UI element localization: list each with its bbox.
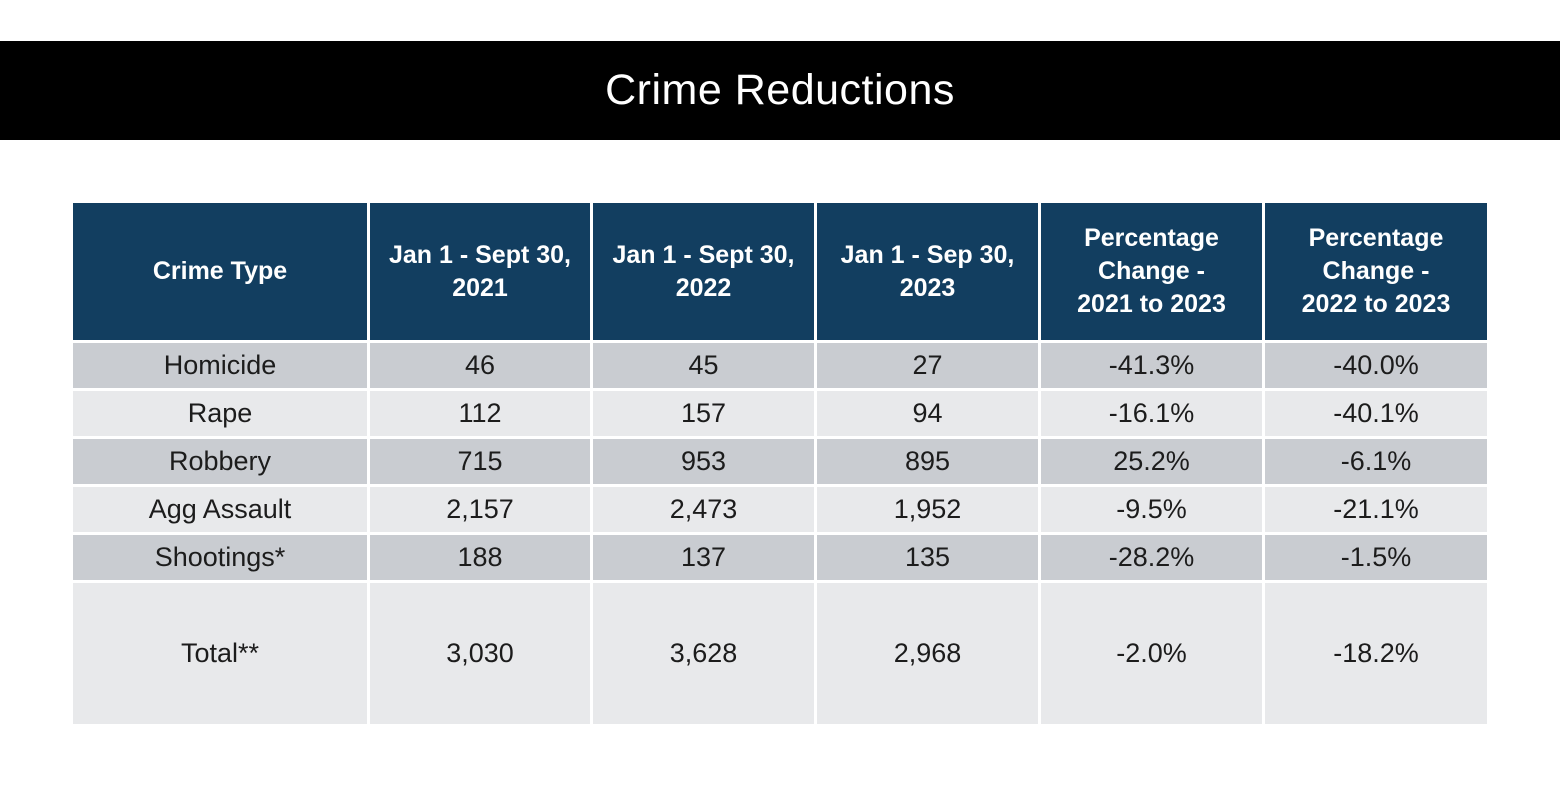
value-cell-2021: 715 <box>370 439 590 484</box>
column-header-pct-2021-2023: Percentage Change - 2021 to 2023 <box>1041 203 1262 340</box>
value-cell-2021: 46 <box>370 343 590 388</box>
value-cell-2023: 2,968 <box>817 583 1038 724</box>
value-cell-2023: 27 <box>817 343 1038 388</box>
value-cell-pct-2021-2023: -28.2% <box>1041 535 1262 580</box>
value-cell-2022: 157 <box>593 391 814 436</box>
value-cell-pct-2022-2023: -6.1% <box>1265 439 1487 484</box>
crime-type-cell: Agg Assault <box>73 487 367 532</box>
value-cell-pct-2021-2023: -41.3% <box>1041 343 1262 388</box>
value-cell-2021: 112 <box>370 391 590 436</box>
header-row: Crime Type Jan 1 - Sept 30, 2021 Jan 1 -… <box>73 203 1487 340</box>
value-cell-pct-2021-2023: -9.5% <box>1041 487 1262 532</box>
value-cell-pct-2022-2023: -40.1% <box>1265 391 1487 436</box>
value-cell-pct-2022-2023: -18.2% <box>1265 583 1487 724</box>
value-cell-2021: 188 <box>370 535 590 580</box>
table-row-shootings: Shootings* 188 137 135 -28.2% -1.5% <box>73 535 1487 580</box>
value-cell-pct-2021-2023: 25.2% <box>1041 439 1262 484</box>
crime-type-cell: Shootings* <box>73 535 367 580</box>
table-row-rape: Rape 112 157 94 -16.1% -40.1% <box>73 391 1487 436</box>
value-cell-2023: 135 <box>817 535 1038 580</box>
table-row-total: Total** 3,030 3,628 2,968 -2.0% -18.2% <box>73 583 1487 724</box>
value-cell-2023: 94 <box>817 391 1038 436</box>
value-cell-2022: 45 <box>593 343 814 388</box>
table-row-robbery: Robbery 715 953 895 25.2% -6.1% <box>73 439 1487 484</box>
table-row-agg-assault: Agg Assault 2,157 2,473 1,952 -9.5% -21.… <box>73 487 1487 532</box>
column-header-pct-2022-2023: Percentage Change - 2022 to 2023 <box>1265 203 1487 340</box>
value-cell-2022: 953 <box>593 439 814 484</box>
crime-type-cell: Robbery <box>73 439 367 484</box>
table-row-homicide: Homicide 46 45 27 -41.3% -40.0% <box>73 343 1487 388</box>
value-cell-2021: 3,030 <box>370 583 590 724</box>
value-cell-2023: 895 <box>817 439 1038 484</box>
value-cell-2022: 137 <box>593 535 814 580</box>
value-cell-2023: 1,952 <box>817 487 1038 532</box>
title-banner: Crime Reductions <box>0 41 1560 140</box>
crime-type-cell: Homicide <box>73 343 367 388</box>
value-cell-pct-2022-2023: -40.0% <box>1265 343 1487 388</box>
crime-type-cell: Rape <box>73 391 367 436</box>
value-cell-pct-2022-2023: -1.5% <box>1265 535 1487 580</box>
value-cell-pct-2021-2023: -2.0% <box>1041 583 1262 724</box>
value-cell-2022: 2,473 <box>593 487 814 532</box>
crime-reductions-table: Crime Type Jan 1 - Sept 30, 2021 Jan 1 -… <box>70 200 1490 727</box>
value-cell-2022: 3,628 <box>593 583 814 724</box>
column-header-2023: Jan 1 - Sep 30, 2023 <box>817 203 1038 340</box>
slide-title: Crime Reductions <box>605 66 955 114</box>
value-cell-pct-2021-2023: -16.1% <box>1041 391 1262 436</box>
value-cell-pct-2022-2023: -21.1% <box>1265 487 1487 532</box>
column-header-crime-type: Crime Type <box>73 203 367 340</box>
crime-type-cell: Total** <box>73 583 367 724</box>
column-header-2022: Jan 1 - Sept 30, 2022 <box>593 203 814 340</box>
column-header-2021: Jan 1 - Sept 30, 2021 <box>370 203 590 340</box>
value-cell-2021: 2,157 <box>370 487 590 532</box>
